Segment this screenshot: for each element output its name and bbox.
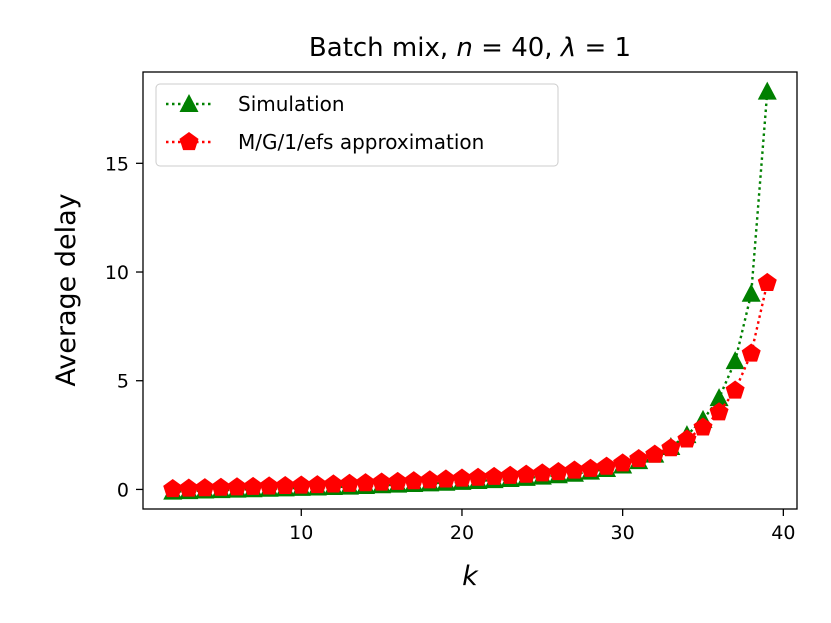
y-axis: 0 5 10 15: [105, 153, 143, 501]
legend-label-simulation: Simulation: [238, 92, 345, 116]
approximation-marker: [661, 438, 681, 457]
approximation-marker: [356, 473, 376, 492]
y-axis-label: Average delay: [51, 193, 82, 386]
approximation-marker: [741, 343, 761, 362]
approximation-marker: [757, 272, 777, 291]
series-layer: [163, 81, 777, 500]
approximation-marker: [323, 474, 343, 493]
legend-marker-approximation: [179, 132, 199, 151]
simulation-marker: [725, 351, 745, 370]
plot-frame: [142, 71, 798, 510]
simulation-marker: [709, 388, 729, 407]
x-tick-label: 30: [611, 522, 635, 544]
approximation-marker: [195, 478, 215, 497]
approximation-marker: [227, 477, 247, 496]
approximation-marker: [163, 479, 183, 498]
title-prefix: Batch mix,: [309, 33, 456, 63]
approximation-marker: [629, 449, 649, 468]
approximation-marker: [291, 475, 311, 494]
title-lambda-value: = 1: [576, 33, 631, 63]
chart-title: Batch mix, n = 40, λ = 1: [309, 33, 631, 63]
approximation-marker: [564, 460, 584, 479]
approximation-marker: [307, 475, 327, 494]
simulation-marker: [741, 283, 761, 302]
approximation-marker: [677, 429, 697, 448]
approximation-marker: [243, 476, 263, 495]
approximation-marker: [420, 470, 440, 489]
approximation-marker: [613, 453, 633, 472]
legend: Simulation M/G/1/efs approximation: [155, 83, 559, 167]
approximation-marker: [468, 467, 488, 486]
approximation-marker: [436, 469, 456, 488]
title-n-value: = 40,: [473, 33, 561, 63]
approximation-marker: [484, 466, 504, 485]
approximation-marker: [211, 477, 231, 496]
approximation-marker: [709, 402, 729, 421]
approximation-marker: [645, 444, 665, 463]
approximation-marker: [275, 475, 295, 495]
x-tick-label: 40: [771, 522, 795, 544]
approximation-marker: [179, 478, 199, 497]
approximation-marker: [693, 417, 713, 436]
approximation-marker: [388, 471, 408, 490]
approximation-marker: [404, 471, 424, 490]
title-n-symbol: n: [456, 33, 472, 63]
approximation-marker: [259, 476, 279, 495]
approximation-marker: [725, 380, 745, 399]
x-tick-label: 10: [289, 522, 313, 544]
y-tick-label: 10: [105, 262, 129, 284]
approximation-marker: [597, 456, 617, 475]
simulation-marker: [757, 81, 777, 100]
approximation-marker: [532, 463, 552, 482]
x-axis: 10 20 30 40: [289, 509, 795, 544]
legend-marker-simulation: [179, 94, 199, 112]
approximation-marker: [548, 462, 568, 481]
approximation-marker: [500, 465, 520, 484]
approximation-marker: [452, 468, 472, 487]
approximation-marker: [581, 458, 601, 477]
legend-label-approximation: M/G/1/efs approximation: [238, 130, 484, 154]
y-tick-label: 0: [117, 479, 129, 501]
legend-box: [155, 83, 559, 167]
y-tick-label: 15: [105, 153, 129, 175]
x-tick-label: 20: [450, 522, 474, 544]
approximation-marker: [339, 473, 359, 492]
y-tick-label: 5: [117, 371, 129, 393]
approximation-marker: [372, 472, 392, 491]
x-axis-label: k: [462, 561, 479, 592]
series-approximation: [163, 272, 777, 498]
approximation-marker: [516, 464, 536, 483]
title-lambda-symbol: λ: [559, 33, 576, 63]
